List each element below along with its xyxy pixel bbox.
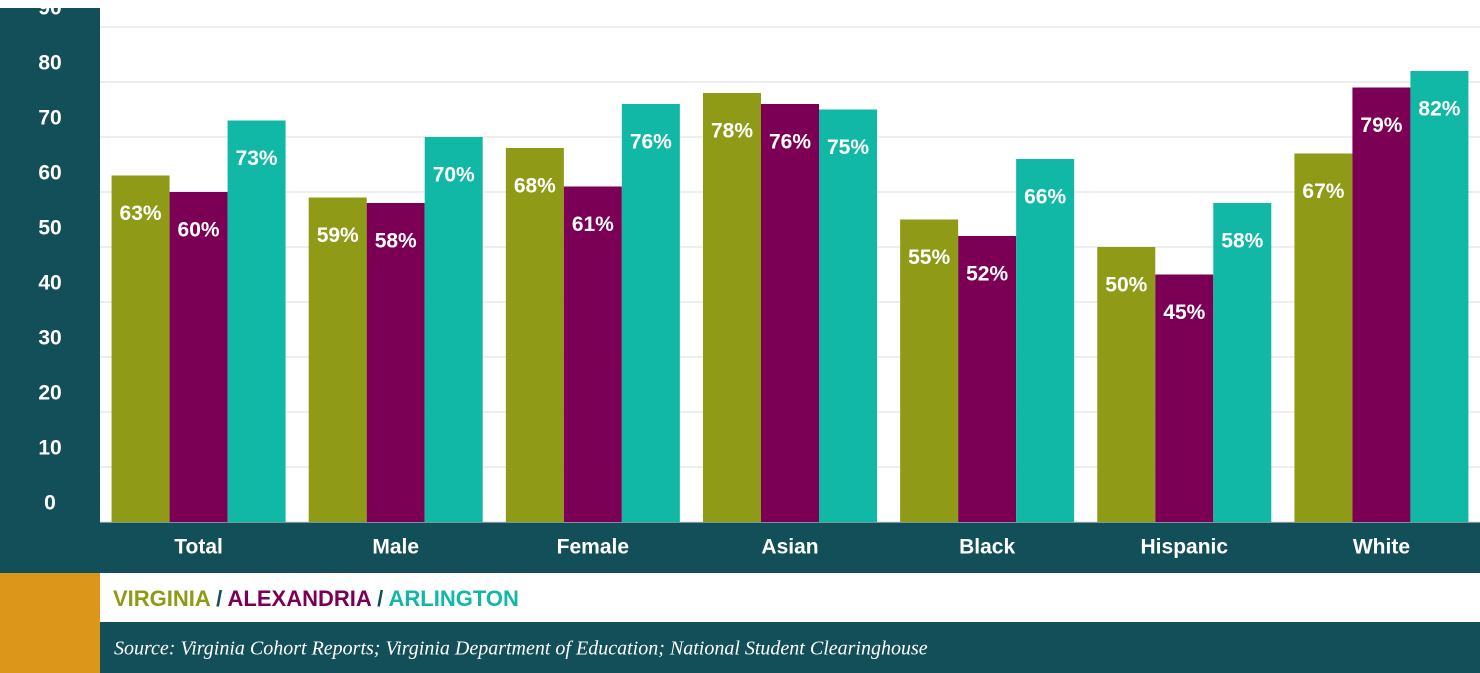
bar xyxy=(424,137,483,522)
x-tick-label: Total xyxy=(174,536,223,559)
x-tick-label: Male xyxy=(372,536,419,559)
value-label: 52% xyxy=(966,263,1008,286)
value-label: 76% xyxy=(769,131,811,154)
value-label: 58% xyxy=(1221,230,1263,253)
legend-entry: ALEXANDRIA xyxy=(228,586,372,611)
y-tick-label: 70 xyxy=(38,107,61,130)
y-tick-label: 60 xyxy=(38,162,61,185)
y-tick-label: 20 xyxy=(38,382,61,405)
bar xyxy=(1410,71,1469,522)
value-label: 70% xyxy=(433,164,475,187)
y-axis-band xyxy=(0,8,100,573)
bar xyxy=(366,203,425,522)
y-tick-label: 0 xyxy=(44,492,56,515)
x-tick-label: White xyxy=(1353,536,1410,559)
bar xyxy=(621,104,680,522)
bar xyxy=(1213,203,1272,522)
legend-entry: VIRGINIA xyxy=(113,586,211,611)
y-tick-label: 90 xyxy=(38,0,61,20)
accent-block xyxy=(0,573,100,673)
y-tick-label: 80 xyxy=(38,52,61,75)
value-label: 55% xyxy=(908,246,950,269)
y-tick-label: 40 xyxy=(38,272,61,295)
bar xyxy=(1016,159,1075,522)
value-label: 59% xyxy=(317,224,359,247)
bar xyxy=(169,192,228,522)
source: Source: Virginia Cohort Reports; Virgini… xyxy=(114,638,928,660)
bar xyxy=(563,186,622,522)
x-tick-label: Hispanic xyxy=(1141,536,1229,559)
value-label: 79% xyxy=(1360,114,1402,137)
bar xyxy=(761,104,819,522)
bar xyxy=(900,219,959,522)
value-label: 75% xyxy=(827,136,869,159)
bar xyxy=(1097,247,1156,522)
bar xyxy=(1155,274,1214,522)
bar xyxy=(958,236,1017,522)
value-label: 60% xyxy=(178,219,220,242)
source-band xyxy=(100,622,1480,673)
legend: VIRGINIA / ALEXANDRIA / ARLINGTON xyxy=(113,586,519,611)
value-label: 68% xyxy=(514,175,556,198)
x-tick-label: Asian xyxy=(761,536,818,559)
bar xyxy=(505,148,564,522)
value-label: 66% xyxy=(1024,186,1066,209)
value-label: 45% xyxy=(1163,301,1205,324)
bar xyxy=(227,120,286,522)
value-label: 67% xyxy=(1302,180,1344,203)
value-label: 50% xyxy=(1105,274,1147,297)
legend-entry: ARLINGTON xyxy=(389,586,519,611)
category-band xyxy=(100,522,1480,573)
value-label: 73% xyxy=(236,147,278,170)
legend-separator: / xyxy=(377,586,383,611)
y-tick-label: 10 xyxy=(38,437,61,460)
y-tick-label: 30 xyxy=(38,327,61,350)
y-tick-label: 50 xyxy=(38,217,61,240)
bar xyxy=(1352,87,1411,522)
value-label: 58% xyxy=(375,230,417,253)
bar xyxy=(111,175,170,522)
value-label: 76% xyxy=(630,131,672,154)
value-label: 61% xyxy=(572,213,614,236)
x-tick-label: Female xyxy=(557,536,629,559)
bar xyxy=(703,93,761,522)
value-label: 82% xyxy=(1418,98,1460,121)
value-label: 78% xyxy=(711,120,753,143)
legend-separator: / xyxy=(216,586,222,611)
bar xyxy=(1294,153,1353,522)
value-label: 63% xyxy=(120,202,162,225)
bar xyxy=(308,197,367,522)
bar xyxy=(819,109,877,522)
x-tick-label: Black xyxy=(959,536,1015,559)
